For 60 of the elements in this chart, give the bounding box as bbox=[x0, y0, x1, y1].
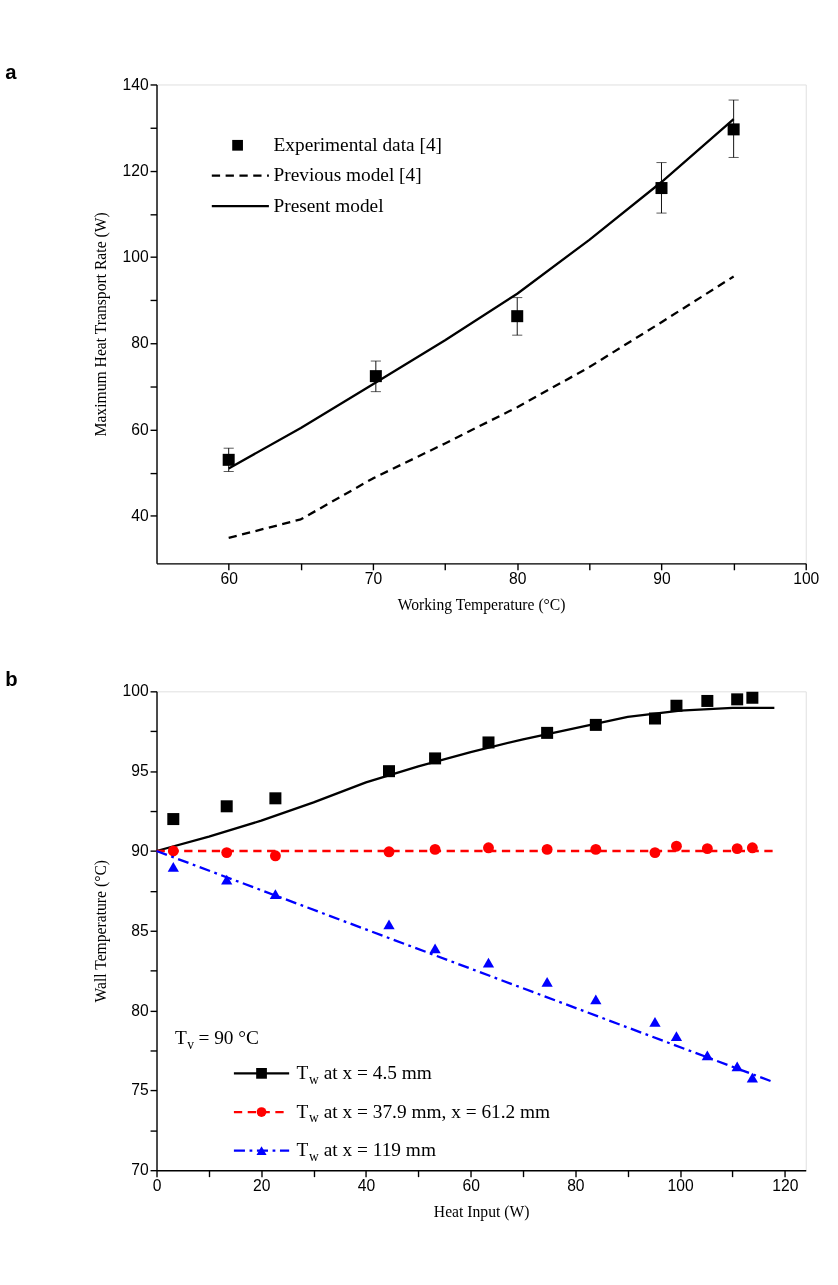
point bbox=[222, 453, 235, 466]
x-tick-label: 100 bbox=[793, 570, 820, 588]
point bbox=[482, 957, 495, 968]
y-tick-label: 100 bbox=[122, 682, 150, 700]
y-tick-label: 80 bbox=[131, 1001, 150, 1019]
x-tick-label: 100 bbox=[667, 1176, 694, 1194]
y-tick-label: 140 bbox=[122, 75, 150, 93]
point bbox=[727, 123, 740, 136]
point bbox=[590, 843, 602, 855]
point bbox=[383, 919, 395, 930]
point bbox=[746, 691, 759, 704]
point bbox=[590, 994, 602, 1005]
point bbox=[649, 1016, 661, 1027]
point bbox=[167, 813, 180, 826]
x-tick-label: 60 bbox=[462, 1176, 481, 1194]
x-tick-label: 20 bbox=[253, 1176, 271, 1194]
point bbox=[220, 800, 233, 813]
y-axis-title: Wall Temperature (°C) bbox=[92, 859, 111, 1003]
y-tick-label: 120 bbox=[122, 161, 150, 179]
point bbox=[429, 943, 441, 954]
point bbox=[221, 874, 233, 885]
x-tick-label: 0 bbox=[152, 1176, 162, 1194]
point bbox=[369, 370, 382, 383]
point bbox=[541, 976, 553, 987]
point bbox=[731, 693, 744, 706]
y-tick-label: 90 bbox=[131, 842, 150, 860]
x-axis-title: Heat Input (W) bbox=[433, 1202, 530, 1221]
chart-title: b bbox=[5, 667, 18, 690]
x-tick-label: 80 bbox=[567, 1176, 585, 1194]
point bbox=[671, 840, 682, 852]
legend-label: Experimental data [4] bbox=[273, 133, 443, 155]
y-tick-label: 100 bbox=[122, 248, 150, 266]
point bbox=[269, 792, 282, 805]
x-axis-title: Working Temperature (°C) bbox=[397, 595, 566, 614]
legend-label: Previous model [4] bbox=[273, 164, 422, 186]
y-axis-title: Maximum Heat Transport Rate (W) bbox=[92, 212, 111, 437]
legend-label: Present model bbox=[273, 194, 384, 216]
y-tick-label: 95 bbox=[131, 762, 150, 780]
point bbox=[511, 310, 524, 323]
point bbox=[655, 182, 668, 195]
y-tick-label: 40 bbox=[131, 506, 150, 524]
x-tick-label: 70 bbox=[364, 570, 383, 588]
x-tick-label: 90 bbox=[653, 570, 671, 588]
line-series bbox=[227, 275, 735, 540]
x-tick-label: 40 bbox=[357, 1176, 376, 1194]
y-tick-label: 60 bbox=[131, 420, 150, 438]
point bbox=[701, 694, 714, 707]
point bbox=[670, 1031, 683, 1042]
point bbox=[167, 862, 179, 872]
y-tick-label: 75 bbox=[131, 1081, 150, 1099]
x-tick-label: 60 bbox=[220, 570, 239, 588]
x-tick-label: 120 bbox=[772, 1176, 799, 1194]
y-tick-label: 80 bbox=[131, 334, 150, 352]
chart-title: a bbox=[5, 60, 18, 83]
point bbox=[269, 850, 281, 862]
y-tick-label: 85 bbox=[131, 921, 150, 939]
point bbox=[746, 1072, 759, 1083]
point bbox=[701, 843, 713, 855]
x-tick-label: 80 bbox=[508, 570, 527, 588]
y-tick-label: 70 bbox=[131, 1161, 150, 1179]
